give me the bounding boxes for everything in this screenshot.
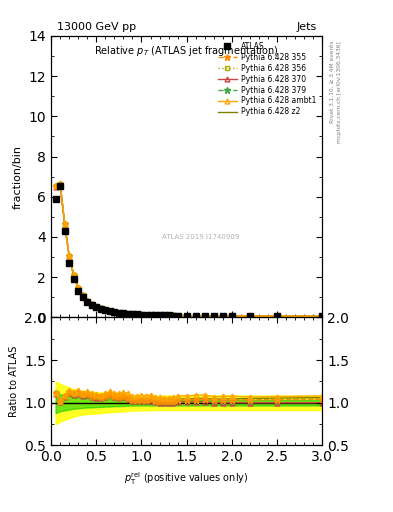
X-axis label: $p_{\rm T}^{\rm rel}$ (positive values only): $p_{\rm T}^{\rm rel}$ (positive values o…	[125, 470, 249, 487]
Text: ATLAS 2019 I1740909: ATLAS 2019 I1740909	[162, 233, 239, 240]
Text: Rivet 3.1.10, ≥ 3.4M events: Rivet 3.1.10, ≥ 3.4M events	[329, 41, 334, 123]
Text: Relative $p_T$ (ATLAS jet fragmentation): Relative $p_T$ (ATLAS jet fragmentation)	[94, 45, 279, 58]
Y-axis label: fraction/bin: fraction/bin	[13, 144, 23, 209]
Text: mcplots.cern.ch [arXiv:1306.3436]: mcplots.cern.ch [arXiv:1306.3436]	[337, 41, 342, 143]
Legend: ATLAS, Pythia 6.428 355, Pythia 6.428 356, Pythia 6.428 370, Pythia 6.428 379, P: ATLAS, Pythia 6.428 355, Pythia 6.428 35…	[216, 39, 318, 119]
Text: 13000 GeV pp: 13000 GeV pp	[57, 23, 136, 32]
Y-axis label: Ratio to ATLAS: Ratio to ATLAS	[9, 346, 19, 417]
Text: Jets: Jets	[297, 23, 317, 32]
